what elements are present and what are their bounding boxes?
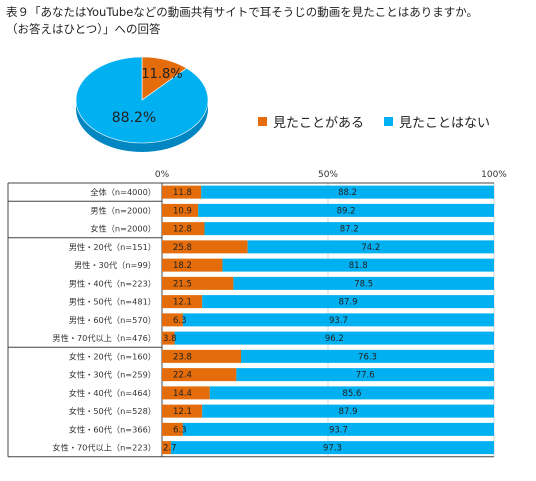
bar-not-seen xyxy=(236,368,495,382)
bar-seen xyxy=(162,185,202,199)
legend-item-seen: 見たことがある xyxy=(258,112,364,131)
value-label-not-seen: 76.3 xyxy=(358,352,377,362)
title-line-1: 表９「あなたはYouTubeなどの動画共有サイトで耳そうじの動画を見たことはあり… xyxy=(6,5,479,19)
category-label: 女性・20代（n=160） xyxy=(69,351,156,361)
category-label: 男性・70代以上（n=476） xyxy=(52,333,156,343)
value-label-not-seen: 93.7 xyxy=(329,425,348,435)
category-label: 女性・40代（n=464） xyxy=(69,388,156,398)
bar-not-seen xyxy=(222,258,494,272)
bar-seen xyxy=(162,349,242,363)
value-label-seen: 6.3 xyxy=(173,425,187,435)
x-tick-label: 0% xyxy=(155,170,170,180)
pie-label-seen: 11.8% xyxy=(141,67,182,82)
value-label-not-seen: 85.6 xyxy=(342,389,361,399)
value-label-seen: 2.7 xyxy=(163,444,177,454)
category-label: 全体（n=4000） xyxy=(90,187,156,197)
bar-not-seen xyxy=(201,185,494,199)
value-label-seen: 12.8 xyxy=(173,225,192,235)
value-label-seen: 14.4 xyxy=(173,389,192,399)
value-label-seen: 25.8 xyxy=(173,243,192,253)
legend-label-seen: 見たことがある xyxy=(273,116,365,131)
legend-item-not-seen: 見たことはない xyxy=(384,112,490,131)
category-label: 女性・30代（n=259） xyxy=(69,370,156,380)
value-label-not-seen: 96.2 xyxy=(325,334,344,344)
bar-not-seen xyxy=(241,349,494,363)
bar-seen xyxy=(162,422,183,436)
bar-seen xyxy=(162,222,205,236)
value-label-not-seen: 78.5 xyxy=(354,279,373,289)
category-label: 男性・20代（n=151） xyxy=(69,242,156,252)
value-label-not-seen: 93.7 xyxy=(329,316,348,326)
bar-seen xyxy=(162,386,210,400)
value-label-not-seen: 88.2 xyxy=(338,188,357,198)
pie-slice-not-seen xyxy=(75,56,209,144)
value-label-seen: 22.4 xyxy=(173,371,192,381)
value-label-seen: 10.9 xyxy=(173,206,192,216)
x-tick-label: 50% xyxy=(318,170,338,180)
bar-seen xyxy=(162,203,199,217)
bar-not-seen xyxy=(247,240,494,254)
legend-label-not-seen: 見たことはない xyxy=(399,116,491,131)
bar-not-seen xyxy=(174,331,494,345)
category-label: 男性・60代（n=570） xyxy=(69,315,156,325)
category-label: 男性・30代（n=99） xyxy=(74,260,156,270)
category-label: 女性（n=2000） xyxy=(90,224,156,234)
value-label-seen: 3.8 xyxy=(163,334,177,344)
bar-not-seen xyxy=(209,386,495,400)
category-label: 男性・50代（n=481） xyxy=(69,297,156,307)
value-label-seen: 12.1 xyxy=(173,407,192,417)
value-label-not-seen: 77.6 xyxy=(356,371,375,381)
legend-swatch-seen xyxy=(258,117,267,126)
value-label-seen: 12.1 xyxy=(173,298,192,308)
bar-not-seen xyxy=(204,222,494,236)
bar-seen xyxy=(162,331,175,345)
bar-seen xyxy=(162,404,203,418)
bar-seen xyxy=(162,295,203,309)
bar-not-seen xyxy=(233,276,494,290)
value-label-seen: 21.5 xyxy=(173,279,192,289)
category-label: 男性（n=2000） xyxy=(90,205,156,215)
value-label-seen: 11.8 xyxy=(173,188,192,198)
value-label-not-seen: 89.2 xyxy=(337,206,356,216)
bar-not-seen xyxy=(170,441,495,455)
title-line-2: （お答えはひとつ）」への回答 xyxy=(6,22,161,36)
bar-seen xyxy=(162,276,234,290)
value-label-not-seen: 97.3 xyxy=(323,444,342,454)
value-label-not-seen: 87.2 xyxy=(340,225,359,235)
bar-not-seen xyxy=(182,422,494,436)
value-label-not-seen: 87.9 xyxy=(339,407,358,417)
bar-seen xyxy=(162,441,171,455)
bar-seen xyxy=(162,240,248,254)
bar-not-seen xyxy=(202,295,494,309)
value-label-seen: 6.3 xyxy=(173,316,187,326)
legend-swatch-not-seen xyxy=(384,117,393,126)
category-label: 女性・50代（n=528） xyxy=(69,406,156,416)
value-label-seen: 23.8 xyxy=(173,352,192,362)
pie-chart: 11.8% 88.2% xyxy=(75,56,209,152)
bar-seen xyxy=(162,368,237,382)
bar-not-seen xyxy=(182,313,494,327)
category-label: 女性・60代（n=366） xyxy=(69,424,156,434)
bar-seen xyxy=(162,313,183,327)
value-label-not-seen: 87.9 xyxy=(339,298,358,308)
x-tick-label: 100% xyxy=(481,170,507,180)
pie-label-not-seen: 88.2% xyxy=(112,110,156,126)
bar-not-seen xyxy=(202,404,494,418)
pie-side xyxy=(76,100,208,152)
category-label: 男性・40代（n=223） xyxy=(69,278,156,288)
category-label: 女性・70代以上（n=223） xyxy=(52,443,156,453)
bar-not-seen xyxy=(198,203,495,217)
value-label-not-seen: 74.2 xyxy=(361,243,380,253)
value-label-seen: 18.2 xyxy=(173,261,192,271)
bar-seen xyxy=(162,258,223,272)
value-label-not-seen: 81.8 xyxy=(349,261,368,271)
chart-title: 表９「あなたはYouTubeなどの動画共有サイトで耳そうじの動画を見たことはあり… xyxy=(6,4,534,38)
